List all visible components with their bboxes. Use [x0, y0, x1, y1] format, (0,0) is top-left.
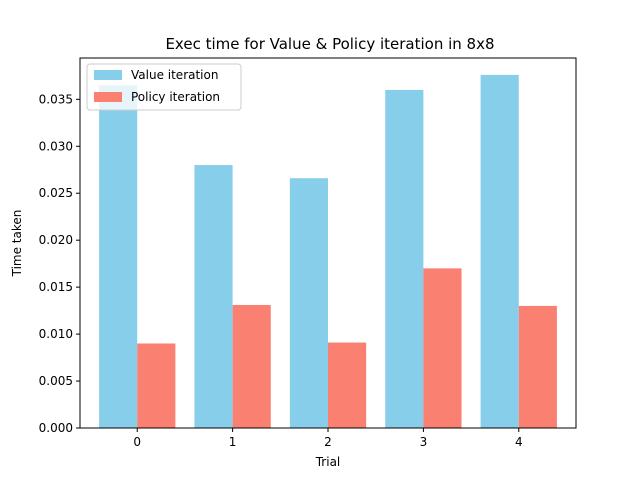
y-axis-label: Time taken	[10, 210, 24, 278]
y-axis: 0.000 0.005 0.010 0.015 0.020 0.025 0.030 0.035	[39, 92, 80, 435]
y-tick-label-7: 0.035	[39, 92, 73, 106]
bar-policy-iteration-0	[137, 343, 176, 428]
bar-value-iteration-1	[194, 165, 233, 428]
legend: Value iteration Policy iteration	[86, 63, 242, 111]
x-tick-label-3: 3	[420, 435, 428, 449]
x-tick-label-1: 1	[229, 435, 237, 449]
bar-policy-iteration-4	[518, 305, 557, 428]
y-tick-label-1: 0.005	[39, 374, 73, 388]
x-axis-label: Trial	[315, 455, 341, 469]
y-tick-label-2: 0.010	[39, 327, 73, 341]
legend-label-0: Value iteration	[131, 68, 218, 82]
bars	[99, 74, 557, 429]
x-tick-label-0: 0	[133, 435, 141, 449]
chart-title: Exec time for Value & Policy iteration i…	[165, 35, 494, 53]
bar-value-iteration-4	[480, 74, 519, 428]
bar-policy-iteration-1	[232, 304, 271, 428]
x-axis: 0 1 2 3 4	[133, 428, 523, 449]
bar-value-iteration-3	[385, 89, 424, 429]
x-tick-label-2: 2	[324, 435, 332, 449]
legend-swatch-0	[94, 70, 122, 80]
bar-value-iteration-0	[99, 85, 138, 428]
bar-policy-iteration-2	[328, 342, 367, 428]
y-tick-label-4: 0.020	[39, 233, 73, 247]
y-tick-label-0: 0.000	[39, 421, 73, 435]
legend-box	[86, 63, 242, 111]
legend-swatch-1	[94, 92, 122, 102]
y-tick-label-3: 0.015	[39, 280, 73, 294]
x-tick-label-4: 4	[515, 435, 523, 449]
bar-value-iteration-2	[289, 178, 328, 428]
legend-label-1: Policy iteration	[131, 90, 220, 104]
y-tick-label-5: 0.025	[39, 186, 73, 200]
y-tick-label-6: 0.030	[39, 139, 73, 153]
bar-policy-iteration-3	[423, 268, 462, 428]
